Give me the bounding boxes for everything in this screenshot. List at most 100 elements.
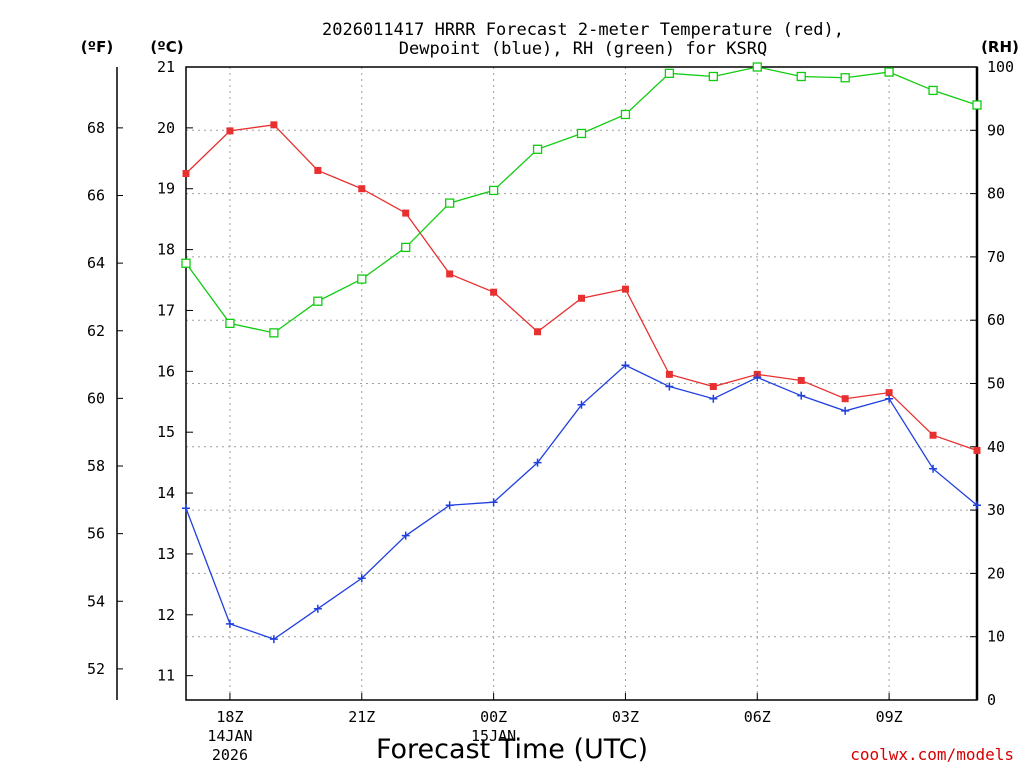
- temperature-point: [929, 431, 937, 439]
- rh-tick-label: 40: [987, 438, 1005, 456]
- dewpoint-point: [841, 406, 850, 415]
- rh-point: [796, 71, 806, 82]
- rh-tick-label: 60: [987, 311, 1005, 329]
- fahrenheit-tick-label: 56: [87, 525, 105, 543]
- temperature-point: [797, 376, 805, 384]
- dewpoint-point: [225, 619, 234, 628]
- dewpoint-point: [182, 504, 190, 513]
- rh-tick-label: 20: [987, 564, 1005, 582]
- dewpoint-point: [357, 574, 366, 583]
- fahrenheit-unit-label: (ºF): [81, 38, 113, 56]
- x-tick-label: 00Z: [480, 708, 507, 726]
- rh-point: [752, 62, 762, 72]
- dewpoint-point: [753, 373, 762, 382]
- temperature-point: [314, 166, 322, 174]
- fahrenheit-tick-label: 58: [87, 457, 105, 475]
- dewpoint-point: [269, 635, 278, 644]
- celsius-unit-label: (ºC): [150, 38, 183, 56]
- dewpoint-point: [665, 382, 674, 391]
- chart-title-line-1: 2026011417 HRRR Forecast 2-meter Tempera…: [322, 20, 844, 40]
- celsius-tick-label: 13: [157, 545, 175, 563]
- fahrenheit-tick-label: 62: [87, 322, 105, 340]
- x-tick-label: 15JAN: [471, 727, 516, 745]
- fahrenheit-tick-label: 60: [87, 389, 105, 407]
- rh-point: [928, 85, 938, 96]
- x-tick-label: 21Z: [348, 708, 375, 726]
- temperature-point: [182, 170, 190, 178]
- fahrenheit-tick-label: 68: [87, 119, 105, 137]
- rh-tick-label: 100: [987, 58, 1014, 76]
- chart-tick-labels: 11 12 13 14 15 16 17 18 19 20 21 52 54 56 58 60 62 64 66 68…: [87, 58, 1014, 764]
- dewpoint-point: [401, 531, 410, 540]
- temperature-point: [885, 389, 893, 397]
- temperature-point: [490, 288, 498, 296]
- celsius-tick-label: 12: [157, 606, 175, 624]
- dewpoint-point: [313, 604, 322, 613]
- rh-point: [708, 71, 718, 82]
- rh-line: [185, 66, 978, 334]
- chart-series: [181, 62, 982, 644]
- rh-point: [445, 198, 455, 208]
- celsius-tick-label: 16: [157, 362, 175, 380]
- rh-point: [225, 318, 235, 329]
- celsius-tick-label: 18: [157, 241, 175, 259]
- dewpoint-point: [621, 361, 630, 370]
- dewpoint-point: [929, 464, 938, 473]
- temperature-point: [665, 370, 673, 378]
- rh-point: [664, 68, 675, 78]
- celsius-tick-label: 14: [157, 484, 175, 502]
- dewpoint-point: [577, 400, 586, 409]
- rh-point: [576, 128, 587, 139]
- dewpoint-point: [973, 501, 981, 510]
- rh-tick-label: 30: [987, 501, 1005, 519]
- credit-text: coolwx.com/models: [850, 745, 1014, 764]
- fahrenheit-tick-label: 54: [87, 592, 105, 610]
- rh-point: [401, 242, 411, 253]
- rh-point: [181, 258, 191, 268]
- rh-point: [488, 185, 499, 196]
- temperature-point: [578, 294, 585, 302]
- rh-tick-label: 90: [987, 121, 1005, 139]
- dewpoint-point: [489, 498, 498, 507]
- temperature-point: [709, 383, 717, 391]
- temperature-point: [534, 328, 542, 336]
- rh-point: [972, 100, 982, 110]
- x-axis-label: Forecast Time (UTC): [376, 734, 648, 765]
- rh-tick-label: 70: [987, 248, 1005, 266]
- dewpoint-point: [533, 458, 542, 467]
- celsius-tick-label: 21: [157, 58, 175, 76]
- celsius-tick-label: 20: [157, 119, 175, 137]
- dewpoint-point: [797, 391, 806, 400]
- fahrenheit-tick-label: 64: [87, 254, 105, 272]
- rh-point: [269, 328, 279, 338]
- celsius-tick-label: 11: [157, 667, 175, 685]
- temperature-point: [226, 127, 234, 135]
- fahrenheit-tick-label: 66: [87, 186, 105, 204]
- rh-point: [313, 296, 323, 306]
- chart-axes: [116, 66, 979, 701]
- temperature-point: [270, 121, 278, 129]
- rh-point: [840, 73, 850, 83]
- celsius-tick-label: 17: [157, 301, 175, 319]
- temperature-point: [973, 446, 981, 454]
- rh-unit-label: (RH): [981, 38, 1019, 56]
- temperature-point: [402, 209, 410, 217]
- x-tick-label: 18Z: [216, 708, 243, 726]
- temperature-point: [621, 285, 629, 293]
- rh-point: [884, 67, 894, 77]
- rh-point: [532, 144, 543, 154]
- fahrenheit-tick-label: 52: [87, 660, 105, 678]
- dewpoint-point: [885, 394, 894, 403]
- rh-point: [620, 109, 631, 120]
- dewpoint-point: [445, 501, 454, 510]
- temperature-point: [358, 185, 366, 193]
- rh-point: [357, 274, 367, 284]
- x-tick-label: 2026: [212, 746, 248, 764]
- chart-gridlines: [186, 66, 977, 701]
- x-tick-label: 09Z: [876, 708, 903, 726]
- chart-title-line-2: Dewpoint (blue), RH (green) for KSRQ: [399, 39, 767, 59]
- temperature-point: [446, 270, 454, 278]
- rh-tick-label: 50: [987, 375, 1005, 393]
- celsius-tick-label: 19: [157, 180, 175, 198]
